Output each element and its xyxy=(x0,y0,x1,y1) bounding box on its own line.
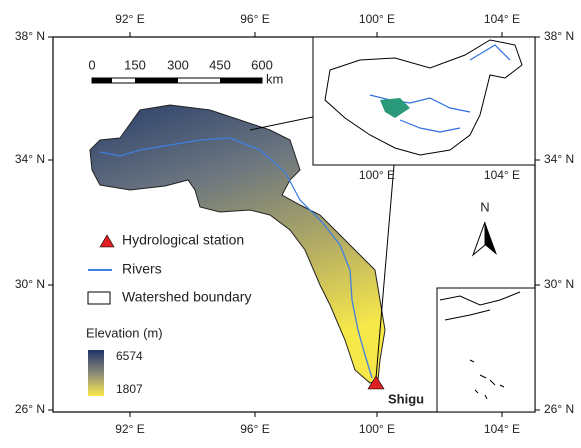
legend-label: Watershed boundary xyxy=(122,289,251,305)
x-tick-label: 92° E xyxy=(115,422,144,436)
scale-label: 450 xyxy=(209,57,231,72)
y-tick-label: 34° N xyxy=(15,152,45,166)
scale-label: 600 xyxy=(251,57,273,72)
legend-station xyxy=(100,235,114,247)
inset-frame xyxy=(313,37,535,165)
x-tick-label: 104° E xyxy=(484,422,520,436)
x-tick-label: 96° E xyxy=(240,12,269,26)
scale-label: 300 xyxy=(167,57,189,72)
inset-frame xyxy=(437,288,535,412)
scale-label: 0 xyxy=(88,57,95,72)
legend-boundary xyxy=(88,292,110,304)
inset-x-label: 100° E xyxy=(359,168,395,182)
north-arrow xyxy=(473,222,485,255)
scale-label: 150 xyxy=(124,57,146,72)
x-tick-label: 104° E xyxy=(484,12,520,26)
elevation-min: 1807 xyxy=(116,382,143,396)
legend-label: Hydrological station xyxy=(122,232,244,248)
north-arrow xyxy=(485,222,497,255)
y-tick-label: 26° N xyxy=(15,402,45,416)
x-tick-label: 96° E xyxy=(240,422,269,436)
map-figure: N Hydrological station Rivers Watershed … xyxy=(0,0,581,443)
y-tick-label: 38° N xyxy=(15,29,45,43)
legend-label: Rivers xyxy=(122,261,162,277)
y-tick-label: 26° N xyxy=(544,402,574,416)
elevation-title: Elevation (m) xyxy=(86,325,163,340)
scale-bar xyxy=(220,78,262,83)
elevation-max: 6574 xyxy=(116,349,143,363)
y-tick-label: 30° N xyxy=(544,277,574,291)
scale-bar xyxy=(135,78,178,83)
station-label: Shigu xyxy=(388,391,424,406)
x-tick-label: 100° E xyxy=(359,422,395,436)
x-tick-label: 100° E xyxy=(359,12,395,26)
y-tick-label: 30° N xyxy=(15,277,45,291)
north-label: N xyxy=(480,199,489,214)
inset-x-label: 104° E xyxy=(484,168,520,182)
scale-unit: km xyxy=(266,71,283,86)
elevation-bar xyxy=(88,350,104,396)
scale-bar xyxy=(92,78,112,83)
x-tick-label: 92° E xyxy=(115,12,144,26)
